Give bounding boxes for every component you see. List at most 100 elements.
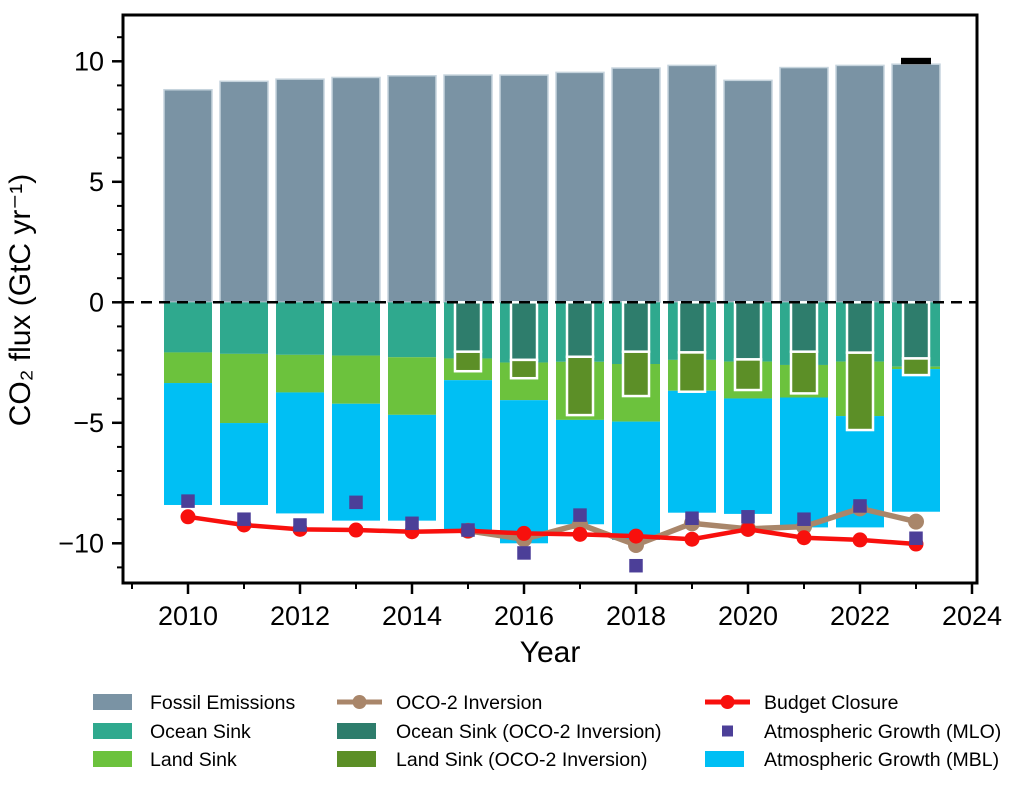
fossil-bar-2022: [835, 64, 885, 304]
x-tick-label: 2022: [830, 601, 890, 631]
x-tick-label: 2016: [494, 601, 554, 631]
legend-ocean-sink-label: Ocean Sink: [150, 721, 251, 743]
y-tick-label: −5: [73, 408, 104, 438]
legend-land-sink-swatch: [93, 751, 132, 767]
oco2-ocean-sink-box-2022: [845, 301, 875, 354]
ocean-sink-bar-2013: [332, 302, 380, 356]
land-sink-bar-2013: [332, 355, 380, 404]
legend-atmospheric-growth-mlo-label: Atmospheric Growth (MLO): [764, 721, 1001, 743]
oco2-inversion-point: [908, 513, 924, 530]
atm-growth-mbl-bar-2014: [388, 414, 436, 521]
atm-growth-mlo-marker-2017: [573, 508, 587, 522]
land-sink-bar-2014: [388, 357, 436, 415]
budget-closure-point: [740, 521, 756, 537]
atm-growth-mbl-bar-2019: [668, 390, 716, 513]
legend-land-sink-label: Land Sink: [150, 749, 237, 771]
oco2-ocean-sink-box-2017: [565, 301, 595, 359]
oco2-land-sink-box-2019: [677, 351, 707, 393]
fossil-bar-2018: [611, 67, 661, 304]
ocean-sink-bar-2010: [164, 302, 212, 353]
atm-growth-mlo-marker-2020: [741, 510, 755, 524]
fossil-2023-projection-cap: [901, 57, 931, 65]
x-tick-label: 2024: [942, 601, 1002, 631]
atm-growth-mlo-marker-2016: [517, 546, 531, 560]
legend-oco-2-inversion-label: OCO-2 Inversion: [396, 692, 542, 714]
fossil-bar-2014: [387, 75, 437, 304]
land-sink-bar-2010: [164, 352, 212, 384]
x-tick-label: 2020: [718, 601, 778, 631]
legend-oco-2-inversion-dot-swatch: [352, 695, 367, 709]
fossil-bar-2023: [891, 63, 941, 304]
atm-growth-mlo-marker-2022: [853, 499, 867, 513]
fossil-bar-2013: [331, 76, 381, 304]
y-tick-label: 5: [89, 167, 104, 197]
land-sink-bar-2012: [276, 354, 324, 393]
legend-ocean-sink-swatch: [93, 723, 132, 739]
budget-closure-point: [796, 530, 812, 546]
oco2-ocean-sink-box-2021: [789, 301, 819, 353]
x-axis-label: Year: [520, 636, 581, 669]
legend-budget-closure-label: Budget Closure: [764, 692, 898, 714]
x-tick-label: 2010: [158, 601, 218, 631]
y-tick-label: −10: [58, 528, 104, 558]
oco2-ocean-sink-box-2023: [901, 301, 931, 360]
ocean-sink-bar-2014: [388, 302, 436, 358]
oco2-land-sink-box-2021: [789, 350, 819, 395]
atm-growth-mlo-marker-2010: [181, 494, 195, 508]
legend-land-sink-oco-2-inversion-label: Land Sink (OCO-2 Inversion): [396, 749, 647, 771]
ocean-sink-bar-2012: [276, 302, 324, 355]
atm-growth-mlo-marker-2012: [293, 518, 307, 532]
atm-growth-mlo-marker-2015: [461, 523, 475, 537]
atm-growth-mlo-marker-2014: [405, 516, 419, 531]
oco2-land-sink-box-2023: [901, 357, 931, 377]
lines-layer: [180, 494, 924, 573]
atm-growth-mlo-marker-2018: [629, 558, 643, 573]
legend-ocean-sink-oco-2-inversion-label: Ocean Sink (OCO-2 Inversion): [396, 721, 662, 743]
land-sink-bar-2011: [220, 353, 268, 424]
oco2-land-sink-box-2018: [621, 350, 651, 398]
budget-closure-point: [348, 522, 364, 538]
budget-closure-point: [684, 531, 700, 547]
atm-growth-mlo-marker-2013: [349, 495, 363, 510]
bars-layer: [163, 63, 941, 544]
legend-layer: Fossil Emissions Ocean Sink Land Sink OCO-2…: [93, 692, 1001, 771]
oco2-ocean-sink-box-2015: [453, 301, 483, 353]
oco2-land-sink-box-2016: [509, 358, 539, 380]
fossil-bar-2010: [163, 88, 213, 304]
legend-atmospheric-growth-mbl-label: Atmospheric Growth (MBL): [764, 749, 999, 771]
plot-frame: [121, 13, 979, 585]
budget-closure-point: [516, 525, 532, 541]
legend-ocean-sink-oco-2-inversion-swatch: [337, 723, 376, 739]
ocean-sink-bar-2011: [220, 302, 268, 354]
fossil-bar-2011: [219, 80, 269, 304]
fossil-bar-2017: [555, 71, 605, 304]
legend-fossil-emissions-label: Fossil Emissions: [150, 692, 295, 714]
fossil-bar-2015: [443, 74, 493, 304]
fossil-bar-2019: [667, 64, 717, 304]
y-tick-label: 10: [74, 46, 104, 76]
oco2-land-sink-box-2017: [565, 355, 595, 417]
annotation-layer: [901, 57, 931, 65]
atm-growth-mbl-bar-2011: [220, 423, 268, 505]
oco2-ocean-sink-box-2020: [733, 301, 763, 361]
oco2-land-sink-box-2020: [733, 358, 763, 392]
budget-closure-point: [628, 528, 644, 544]
atm-growth-mlo-marker-2021: [797, 512, 811, 526]
fossil-bar-2016: [499, 74, 549, 304]
atm-growth-mbl-bar-2020: [724, 398, 772, 514]
x-tick-label: 2012: [270, 601, 330, 631]
legend-land-sink-oco-2-inversion-swatch: [337, 751, 376, 767]
fossil-bar-2012: [275, 78, 325, 304]
legend-atmospheric-growth-mbl-swatch: [705, 751, 744, 767]
oco2-ocean-sink-box-2018: [621, 301, 651, 353]
atm-growth-mbl-bar-2015: [444, 380, 492, 531]
budget-closure-point: [852, 532, 868, 548]
oco2-ocean-sink-box-2016: [509, 301, 539, 362]
oco2-land-sink-box-2015: [453, 350, 483, 373]
atm-growth-mbl-bar-2016: [500, 400, 548, 544]
fossil-bar-2020: [723, 79, 773, 304]
atm-growth-mlo-marker-2019: [685, 511, 699, 525]
atm-growth-mbl-bar-2018: [612, 421, 660, 540]
